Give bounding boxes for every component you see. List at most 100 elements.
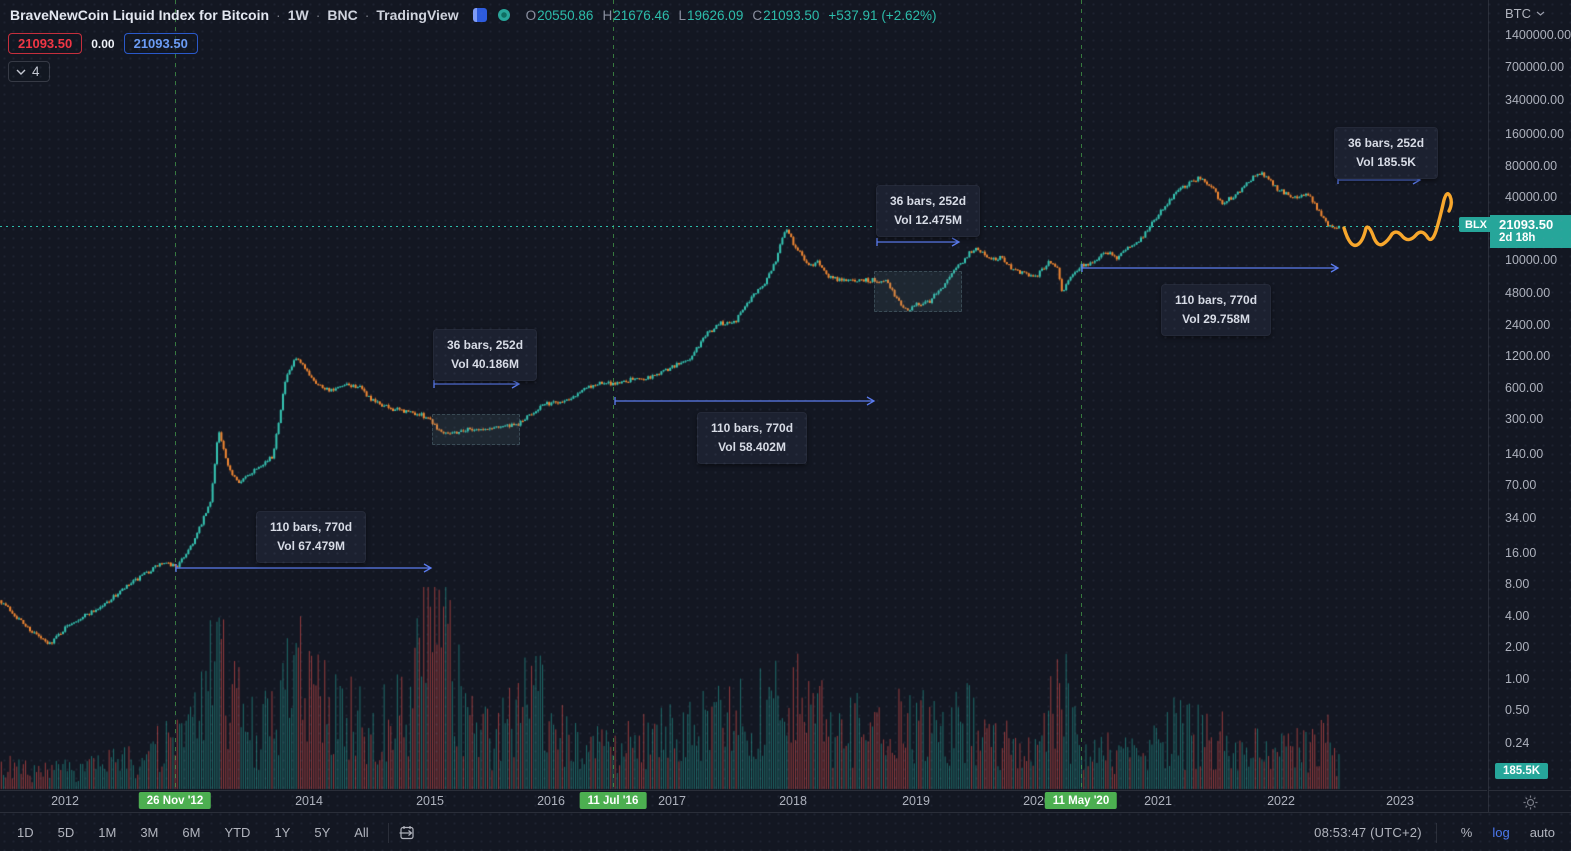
year-label[interactable]: 2020 bbox=[1023, 794, 1051, 808]
separator-dot: · bbox=[364, 7, 370, 23]
price-tick: 80000.00 bbox=[1505, 158, 1558, 173]
low-value: 19626.09 bbox=[687, 7, 744, 23]
year-label[interactable]: 2019 bbox=[902, 794, 930, 808]
year-label[interactable]: 2012 bbox=[51, 794, 79, 808]
range-button-all[interactable]: All bbox=[354, 825, 369, 840]
measure-arrow[interactable] bbox=[1081, 262, 1340, 274]
halving-vertical-line[interactable] bbox=[613, 0, 614, 790]
price-tick: 34.00 bbox=[1505, 511, 1537, 526]
market-status-icon[interactable] bbox=[497, 9, 510, 21]
price-tick: 4800.00 bbox=[1505, 286, 1551, 301]
price-axis[interactable]: BTC 1400000.00 700000.00 340000.00 160000.0… bbox=[1488, 0, 1571, 790]
object-count: 4 bbox=[32, 64, 40, 79]
range-button-3m[interactable]: 3M bbox=[140, 825, 159, 840]
chart-legend: BraveNewCoin Liquid Index for Bitcoin · … bbox=[10, 7, 936, 23]
sell-button[interactable]: 21093.50 bbox=[8, 33, 83, 54]
clock[interactable]: 08:53:47 (UTC+2) bbox=[1314, 825, 1422, 840]
axis-corner[interactable] bbox=[1488, 790, 1571, 813]
price-tick: 700000.00 bbox=[1505, 59, 1565, 74]
axis-settings-icon[interactable] bbox=[1523, 795, 1538, 810]
range-button-6m[interactable]: 6M bbox=[182, 825, 201, 840]
go-to-date-icon[interactable] bbox=[399, 825, 416, 841]
bottom-toolbar: 1D 5D 1M 3M 6M YTD 1Y 5Y All 08:53:47 (UTC+2) % … bbox=[0, 812, 1571, 851]
log-scale-button[interactable]: log bbox=[1492, 825, 1510, 840]
price-tick: 140.00 bbox=[1505, 446, 1544, 461]
halving-date-tag[interactable]: 11 May '20 bbox=[1044, 792, 1118, 809]
price-tick: 16.00 bbox=[1505, 545, 1537, 560]
measure-arrow[interactable] bbox=[614, 395, 876, 407]
consolidation-box[interactable] bbox=[874, 271, 962, 312]
range-button-ytd[interactable]: YTD bbox=[224, 825, 251, 840]
chevron-down-icon bbox=[16, 69, 26, 75]
halving-date-tag[interactable]: 11 Jul '16 bbox=[579, 792, 647, 809]
price-tick: 2.00 bbox=[1505, 640, 1530, 655]
range-button-1m[interactable]: 1M bbox=[98, 825, 117, 840]
toolbar-divider bbox=[387, 822, 389, 843]
high-label: H bbox=[602, 7, 613, 23]
measure-bars-text: 36 bars, 252d bbox=[890, 194, 967, 208]
price-tick: 1400000.00 bbox=[1505, 28, 1571, 43]
chart-pane[interactable]: 110 bars, 770d Vol 67.479M 36 bars, 252d V… bbox=[0, 0, 1493, 790]
measure-tooltip[interactable]: 36 bars, 252d Vol 40.186M bbox=[433, 329, 538, 381]
source-badge-icon[interactable] bbox=[472, 8, 487, 22]
drawing-brush-squiggle[interactable] bbox=[0, 0, 1487, 790]
separator-dot: · bbox=[276, 7, 281, 23]
measure-tooltip[interactable]: 110 bars, 770d Vol 29.758M bbox=[1161, 284, 1272, 336]
year-label[interactable]: 2015 bbox=[416, 794, 444, 808]
change-value: +537.91 (+2.62%) bbox=[828, 7, 937, 23]
spread-value: 0.00 bbox=[91, 36, 115, 51]
percent-scale-button[interactable]: % bbox=[1460, 825, 1473, 840]
provider-label[interactable]: TradingView bbox=[376, 7, 459, 23]
range-button-1d[interactable]: 1D bbox=[17, 825, 34, 840]
range-button-5d[interactable]: 5D bbox=[57, 825, 75, 840]
object-tree-button[interactable]: 4 bbox=[8, 61, 50, 82]
halving-vertical-line[interactable] bbox=[1081, 0, 1082, 790]
measure-arrow[interactable] bbox=[175, 562, 433, 574]
currency-button[interactable]: BTC bbox=[1505, 6, 1545, 21]
auto-scale-button[interactable]: auto bbox=[1529, 825, 1555, 840]
measure-arrow[interactable] bbox=[433, 378, 521, 390]
price-tick: 10000.00 bbox=[1505, 253, 1558, 267]
year-label[interactable]: 2022 bbox=[1267, 794, 1295, 808]
range-button-1y[interactable]: 1Y bbox=[274, 825, 291, 840]
year-label[interactable]: 2018 bbox=[779, 794, 807, 808]
measure-bars-text: 110 bars, 770d bbox=[711, 421, 794, 435]
series-label-blx[interactable]: BLX bbox=[1459, 217, 1493, 232]
measure-tooltip[interactable]: 110 bars, 770d Vol 67.479M bbox=[256, 511, 367, 563]
halving-vertical-line[interactable] bbox=[175, 0, 176, 790]
price-tick: 600.00 bbox=[1505, 380, 1544, 395]
price-tick: 40000.00 bbox=[1505, 190, 1558, 204]
measure-tooltip[interactable]: 36 bars, 252d Vol 185.5K bbox=[1334, 127, 1439, 179]
consolidation-box[interactable] bbox=[432, 414, 520, 445]
buy-button[interactable]: 21093.50 bbox=[123, 33, 198, 54]
measure-volume-text: Vol 40.186M bbox=[451, 357, 519, 371]
year-label[interactable]: 2016 bbox=[537, 794, 565, 808]
time-axis[interactable]: 2012 2014 2015 2016 2017 2018 2019 2020 2021 2022… bbox=[0, 790, 1487, 813]
year-label[interactable]: 2023 bbox=[1386, 794, 1414, 808]
measure-tooltip[interactable]: 36 bars, 252d Vol 12.475M bbox=[876, 185, 981, 237]
measure-bars-text: 110 bars, 770d bbox=[270, 520, 353, 534]
close-label: C bbox=[752, 7, 763, 23]
measure-tooltip[interactable]: 110 bars, 770d Vol 58.402M bbox=[697, 412, 808, 464]
price-tick: 8.00 bbox=[1505, 577, 1530, 592]
price-tick: 4.00 bbox=[1505, 608, 1530, 623]
price-tag-countdown: 2d 18h bbox=[1499, 232, 1536, 244]
year-label[interactable]: 2021 bbox=[1144, 794, 1172, 808]
candlestick-volume-canvas[interactable] bbox=[0, 0, 1487, 790]
toolbar-divider bbox=[1435, 822, 1437, 843]
close-value: 21093.50 bbox=[763, 7, 820, 23]
measure-volume-text: Vol 67.479M bbox=[277, 539, 345, 553]
measure-volume-text: Vol 29.758M bbox=[1182, 312, 1250, 326]
ohlc-readout: O20550.86 H21676.46 L19626.09 C21093.50 … bbox=[526, 8, 937, 23]
year-label[interactable]: 2014 bbox=[295, 794, 323, 808]
year-label[interactable]: 2017 bbox=[658, 794, 686, 808]
symbol-title[interactable]: BraveNewCoin Liquid Index for Bitcoin bbox=[10, 7, 270, 23]
interval-label[interactable]: 1W bbox=[287, 7, 309, 23]
current-price-line bbox=[0, 226, 1487, 227]
range-button-5y[interactable]: 5Y bbox=[314, 825, 331, 840]
price-tick: 2400.00 bbox=[1505, 317, 1551, 332]
measure-arrow[interactable] bbox=[876, 236, 961, 248]
open-label: O bbox=[525, 7, 537, 23]
exchange-label[interactable]: BNC bbox=[327, 7, 358, 23]
halving-date-tag[interactable]: 26 Nov '12 bbox=[138, 792, 212, 809]
